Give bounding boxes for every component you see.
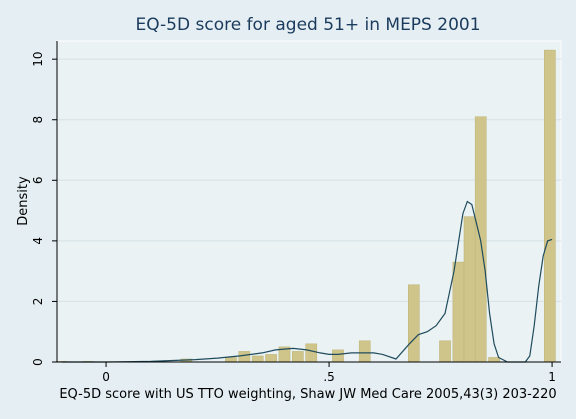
y-tick-label-0: 0 xyxy=(31,358,45,366)
histogram-bar-16 xyxy=(464,217,475,362)
histogram-bar-10 xyxy=(306,344,317,362)
x-axis-label: EQ-5D score with US TTO weighting, Shaw … xyxy=(59,387,556,402)
y-tick-label-3: 6 xyxy=(31,176,45,184)
histogram-bar-15 xyxy=(453,262,464,362)
y-axis-label: Density xyxy=(16,176,31,226)
x-tick-label-1: .5 xyxy=(323,370,334,384)
x-tick-label-2: 1 xyxy=(548,370,556,384)
y-tick-label-4: 8 xyxy=(31,116,45,124)
histogram-bar-19 xyxy=(544,50,555,362)
histogram-bar-18 xyxy=(489,357,500,362)
histogram-bar-13 xyxy=(408,285,419,362)
histogram-bar-5 xyxy=(239,351,250,362)
y-tick-label-5: 10 xyxy=(31,52,45,67)
histogram-bar-14 xyxy=(439,341,450,362)
histogram-bar-9 xyxy=(292,351,303,362)
chart-title: EQ-5D score for aged 51+ in MEPS 2001 xyxy=(135,15,480,35)
x-tick-label-0: 0 xyxy=(102,370,110,384)
histogram-bar-6 xyxy=(252,356,263,362)
y-tick-label-2: 4 xyxy=(31,237,45,245)
histogram-bar-12 xyxy=(359,341,370,362)
y-tick-label-1: 2 xyxy=(31,298,45,306)
histogram-bar-11 xyxy=(332,350,343,362)
histogram-bar-7 xyxy=(266,354,277,362)
histogram-bar-4 xyxy=(225,357,236,362)
